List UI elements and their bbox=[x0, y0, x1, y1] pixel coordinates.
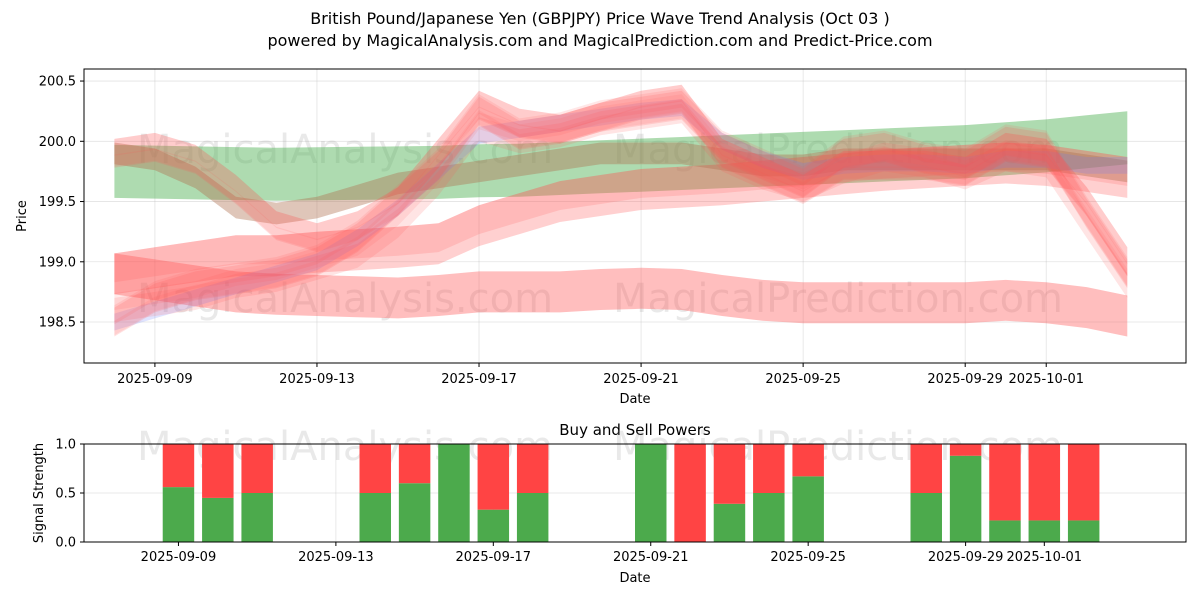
price-y-tick-label: 200.0 bbox=[39, 135, 76, 150]
power-y-axis-label: Signal Strength bbox=[32, 443, 47, 543]
sell-power-bar bbox=[398, 444, 431, 484]
sell-power-bar bbox=[989, 444, 1021, 521]
watermark-text: MagicalAnalysis.com bbox=[137, 127, 553, 173]
buy-power-bar bbox=[635, 444, 667, 542]
price-x-tick-label: 2025-09-09 bbox=[117, 372, 193, 387]
wave-band-blue-wave bbox=[114, 99, 1128, 331]
sell-power-bar bbox=[674, 444, 706, 542]
price-plot-frame bbox=[83, 68, 1187, 364]
power-x-tick-label: 2025-09-21 bbox=[613, 550, 689, 565]
watermark-text: MagicalPrediction.com bbox=[613, 276, 1063, 322]
price-x-tick-label: 2025-09-29 bbox=[927, 372, 1003, 387]
buy-power-bar bbox=[949, 455, 982, 542]
power-y-tick-label: 0.5 bbox=[55, 487, 76, 502]
wave-band-red-wave-C bbox=[114, 99, 1128, 322]
watermark-text: MagicalAnalysis.com bbox=[137, 276, 553, 322]
wave-band-red-wave-A bbox=[114, 84, 1128, 277]
chart-subtitle: powered by MagicalAnalysis.com and Magic… bbox=[267, 31, 933, 50]
wave-band-red-wave-B bbox=[114, 103, 1128, 336]
buy-power-bar bbox=[162, 487, 195, 542]
wave-band-red-wave-B bbox=[114, 88, 1128, 325]
power-x-axis-label: Date bbox=[619, 571, 650, 586]
power-x-tick-label: 2025-09-29 bbox=[928, 550, 1004, 565]
sell-power-bar bbox=[477, 444, 510, 510]
power-x-tick-label: 2025-09-17 bbox=[456, 550, 532, 565]
sell-power-bar bbox=[241, 444, 273, 493]
wave-band-red-band-mid bbox=[114, 142, 1128, 283]
sell-power-bar bbox=[1028, 444, 1061, 521]
price-y-tick-label: 199.5 bbox=[39, 195, 76, 210]
watermark-text: MagicalPrediction.com bbox=[613, 127, 1063, 173]
power-x-tick-label: 2025-09-13 bbox=[298, 550, 374, 565]
sell-power-bar bbox=[359, 444, 391, 493]
sell-power-bar bbox=[910, 444, 942, 493]
price-y-tick-label: 198.5 bbox=[39, 316, 76, 331]
wave-band-red-wave-A bbox=[114, 84, 1128, 265]
power-x-tick-label: 2025-10-01 bbox=[1007, 550, 1083, 565]
buy-power-bar bbox=[713, 503, 746, 542]
price-y-tick-label: 200.5 bbox=[39, 75, 76, 90]
buy-power-bar bbox=[202, 497, 234, 542]
power-y-tick-label: 1.0 bbox=[55, 438, 76, 453]
wave-band-red-wave-C bbox=[114, 94, 1128, 310]
buy-power-bar bbox=[792, 476, 824, 542]
price-x-tick-label: 2025-09-13 bbox=[279, 372, 355, 387]
buy-power-bar bbox=[438, 444, 470, 542]
wave-band-red-wave-A bbox=[114, 100, 1128, 275]
sell-power-bar bbox=[1067, 444, 1100, 521]
price-y-axis-label: Price bbox=[15, 200, 30, 232]
buy-power-bar bbox=[477, 509, 510, 542]
wave-band-red-band-low bbox=[114, 253, 1128, 337]
power-x-tick-label: 2025-09-09 bbox=[141, 550, 217, 565]
sell-power-bar bbox=[949, 444, 982, 456]
buy-power-bar bbox=[1067, 520, 1100, 542]
wave-band-brown-wave bbox=[114, 142, 1128, 225]
buy-power-bar bbox=[910, 493, 942, 542]
price-x-tick-label: 2025-10-01 bbox=[1008, 372, 1084, 387]
power-y-tick-label: 0.0 bbox=[55, 536, 76, 551]
sell-power-bar bbox=[753, 444, 785, 493]
power-x-tick-label: 2025-09-25 bbox=[770, 550, 846, 565]
sell-power-bar bbox=[792, 444, 824, 477]
price-x-axis-label: Date bbox=[619, 392, 650, 407]
buy-power-bar bbox=[241, 493, 273, 542]
buy-power-bar bbox=[516, 493, 549, 542]
chart-title: British Pound/Japanese Yen (GBPJPY) Pric… bbox=[310, 9, 890, 28]
buy-power-bar bbox=[398, 483, 431, 542]
buy-power-bar bbox=[989, 520, 1021, 542]
sell-power-bar bbox=[516, 444, 549, 493]
sell-power-bar bbox=[202, 444, 234, 498]
price-y-tick-label: 199.0 bbox=[39, 255, 76, 270]
power-chart-title: Buy and Sell Powers bbox=[559, 421, 711, 439]
sell-power-bar bbox=[713, 444, 746, 504]
sell-power-bar bbox=[162, 444, 195, 488]
price-x-tick-label: 2025-09-17 bbox=[441, 372, 517, 387]
buy-power-bar bbox=[1028, 520, 1061, 542]
wave-band-red-band-mid bbox=[114, 142, 1128, 295]
buy-power-bar bbox=[359, 493, 391, 542]
price-x-tick-label: 2025-09-25 bbox=[765, 372, 841, 387]
price-x-tick-label: 2025-09-21 bbox=[603, 372, 679, 387]
buy-power-bar bbox=[753, 493, 785, 542]
wave-band-green-band bbox=[114, 111, 1128, 201]
wave-band-red-wave-B bbox=[114, 90, 1128, 337]
